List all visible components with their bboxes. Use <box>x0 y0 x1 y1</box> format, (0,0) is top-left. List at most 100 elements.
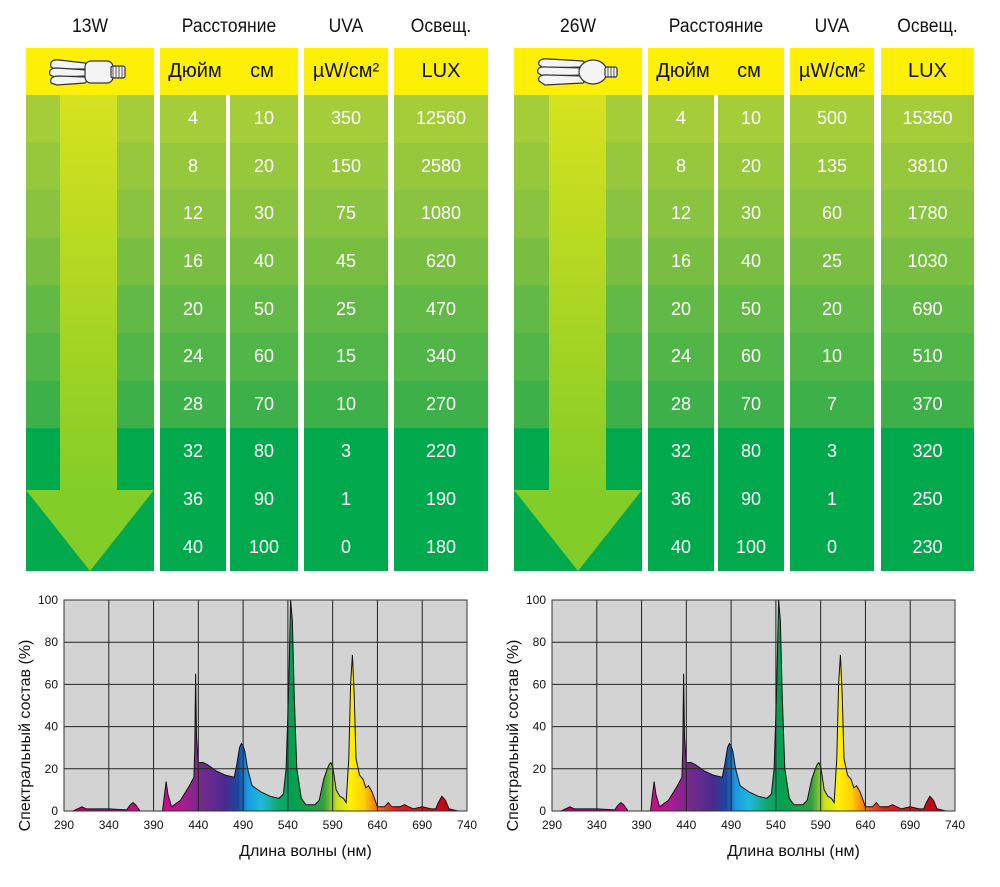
arrow-column <box>514 48 642 571</box>
lux-column: LUX 15350 3810 1780 1030 690 510 370 320 250 230 <box>881 48 974 571</box>
cm-column: см 10 20 30 40 50 60 70 80 90 100 <box>714 48 784 571</box>
table-cell-uva: 10 <box>790 333 874 381</box>
y-tick-label: 0 <box>51 804 58 818</box>
table-cell-lux: 12560 <box>394 95 488 143</box>
x-tick-label: 290 <box>542 818 562 832</box>
bulb-header <box>514 48 642 95</box>
x-tick-label: 690 <box>900 818 920 832</box>
x-tick-label: 740 <box>457 818 477 832</box>
table-cell-inch: 28 <box>648 380 714 429</box>
table-cell-cm: 20 <box>230 142 298 191</box>
table-cell-cm: 60 <box>718 333 784 381</box>
table-cell-lux: 620 <box>394 237 488 286</box>
distance-header: Расстояние <box>668 16 764 37</box>
y-tick-label: 80 <box>533 635 547 649</box>
x-tick-label: 540 <box>278 818 298 832</box>
table-cell-inch: 40 <box>160 523 226 571</box>
table-cell-cm: 40 <box>230 237 298 286</box>
uva-unit-header: µW/см² <box>304 48 388 95</box>
table-cell-cm: 80 <box>718 428 784 476</box>
table-cell-inch: 8 <box>160 142 226 191</box>
plot-border <box>551 599 956 812</box>
x-tick-label: 340 <box>587 818 607 832</box>
y-tick-label: 40 <box>45 720 59 734</box>
bulb-header <box>26 48 154 95</box>
table-cell-cm: 10 <box>718 95 784 143</box>
table-cell-lux: 180 <box>394 523 488 571</box>
y-tick-label: 100 <box>526 593 546 607</box>
uva-unit-header: µW/см² <box>790 48 874 95</box>
table-cell-inch: 20 <box>160 285 226 333</box>
down-arrow-icon <box>26 95 154 571</box>
lux-header: Освещ. <box>410 16 472 37</box>
x-tick-label: 390 <box>632 818 652 832</box>
y-axis-label: Спектральный состав (%) <box>17 640 34 832</box>
table-cell-inch: 16 <box>648 237 714 286</box>
inch-column: Дюйм 4 8 12 16 20 24 28 32 36 40 <box>160 48 230 571</box>
table-panel-26w: 26W Расстояние UVA Освещ. <box>514 16 974 571</box>
inch-unit-header: Дюйм <box>160 48 230 95</box>
table-cell-uva: 20 <box>790 285 874 333</box>
x-tick-label: 690 <box>412 818 432 832</box>
y-tick-label: 0 <box>539 804 546 818</box>
table-cell-cm: 70 <box>718 380 784 429</box>
uva-header: UVA <box>328 16 364 37</box>
table-cell-uva: 25 <box>790 237 874 286</box>
spectrum-chart-26w: 290 340 390 440 490 540 590 640 690 740 0 20 40 60 80 1… <box>505 593 965 860</box>
lux-header: Освещ. <box>897 16 958 37</box>
table-cell-uva: 1 <box>790 475 874 524</box>
uva-column: µW/см² 500 135 60 25 20 10 7 3 1 0 <box>790 48 874 571</box>
y-tick-label: 60 <box>45 677 59 691</box>
table-cell-inch: 24 <box>160 333 226 381</box>
table-cell-uva: 45 <box>304 237 388 286</box>
spectrum-chart-13w: 290 340 390 440 490 540 590 640 690 740 0 20 40 60 80 1… <box>17 593 477 860</box>
table-cell-inch: 36 <box>648 475 714 524</box>
y-tick-label: 60 <box>533 677 547 691</box>
table-cell-cm: 90 <box>718 475 784 524</box>
inch-unit-header: Дюйм <box>648 48 718 95</box>
uva-header: UVA <box>814 16 850 37</box>
table-cell-inch: 12 <box>648 190 714 238</box>
table-cell-lux: 230 <box>881 523 974 571</box>
table-cell-uva: 60 <box>790 190 874 238</box>
lux-column: LUX 12560 2580 1080 620 470 340 270 220 190 180 <box>394 48 488 571</box>
y-axis-label: Спектральный состав (%) <box>505 640 522 832</box>
y-tick-label: 80 <box>45 635 59 649</box>
table-cell-lux: 370 <box>881 380 974 429</box>
table-cell-inch: 4 <box>648 95 714 143</box>
y-tick-label: 40 <box>533 720 547 734</box>
cm-column: см 10 20 30 40 50 60 70 80 90 100 <box>226 48 298 571</box>
table-cell-cm: 100 <box>718 523 784 571</box>
plot-border <box>63 599 468 812</box>
x-tick-label: 640 <box>855 818 875 832</box>
x-tick-label: 590 <box>811 818 831 832</box>
table-cell-cm: 100 <box>230 523 298 571</box>
spectrum-area <box>64 599 467 812</box>
cfl-bulb-large-icon <box>537 57 618 86</box>
x-tick-label: 540 <box>766 818 786 832</box>
table-cell-inch: 24 <box>648 333 714 381</box>
table-cell-uva: 3 <box>790 428 874 476</box>
table-cell-lux: 15350 <box>881 95 974 143</box>
inch-column: Дюйм 4 8 12 16 20 24 28 32 36 40 <box>648 48 718 571</box>
x-axis-label: Длина волны (нм) <box>239 843 372 860</box>
table-cell-cm: 90 <box>230 475 298 524</box>
x-tick-label: 740 <box>945 818 965 832</box>
table-panel-13w: 13W Расстояние UVA Освещ. <box>0 0 500 575</box>
table-cell-lux: 1030 <box>881 237 974 286</box>
table-cell-cm: 70 <box>230 380 298 429</box>
table-cell-cm: 60 <box>230 333 298 381</box>
table-cell-inch: 40 <box>648 523 714 571</box>
y-tick-label: 20 <box>533 762 547 776</box>
lux-unit-header: LUX <box>881 48 974 95</box>
y-tick-label: 100 <box>38 593 58 607</box>
table-cell-lux: 1080 <box>394 190 488 238</box>
table-cell-uva: 135 <box>790 142 874 191</box>
table-cell-lux: 270 <box>394 380 488 429</box>
cm-unit-header: см <box>714 48 784 95</box>
table-cell-cm: 50 <box>718 285 784 333</box>
table-cell-lux: 690 <box>881 285 974 333</box>
spectrum-area <box>552 599 955 812</box>
table-cell-uva: 0 <box>790 523 874 571</box>
table-cell-uva: 1 <box>304 475 388 524</box>
